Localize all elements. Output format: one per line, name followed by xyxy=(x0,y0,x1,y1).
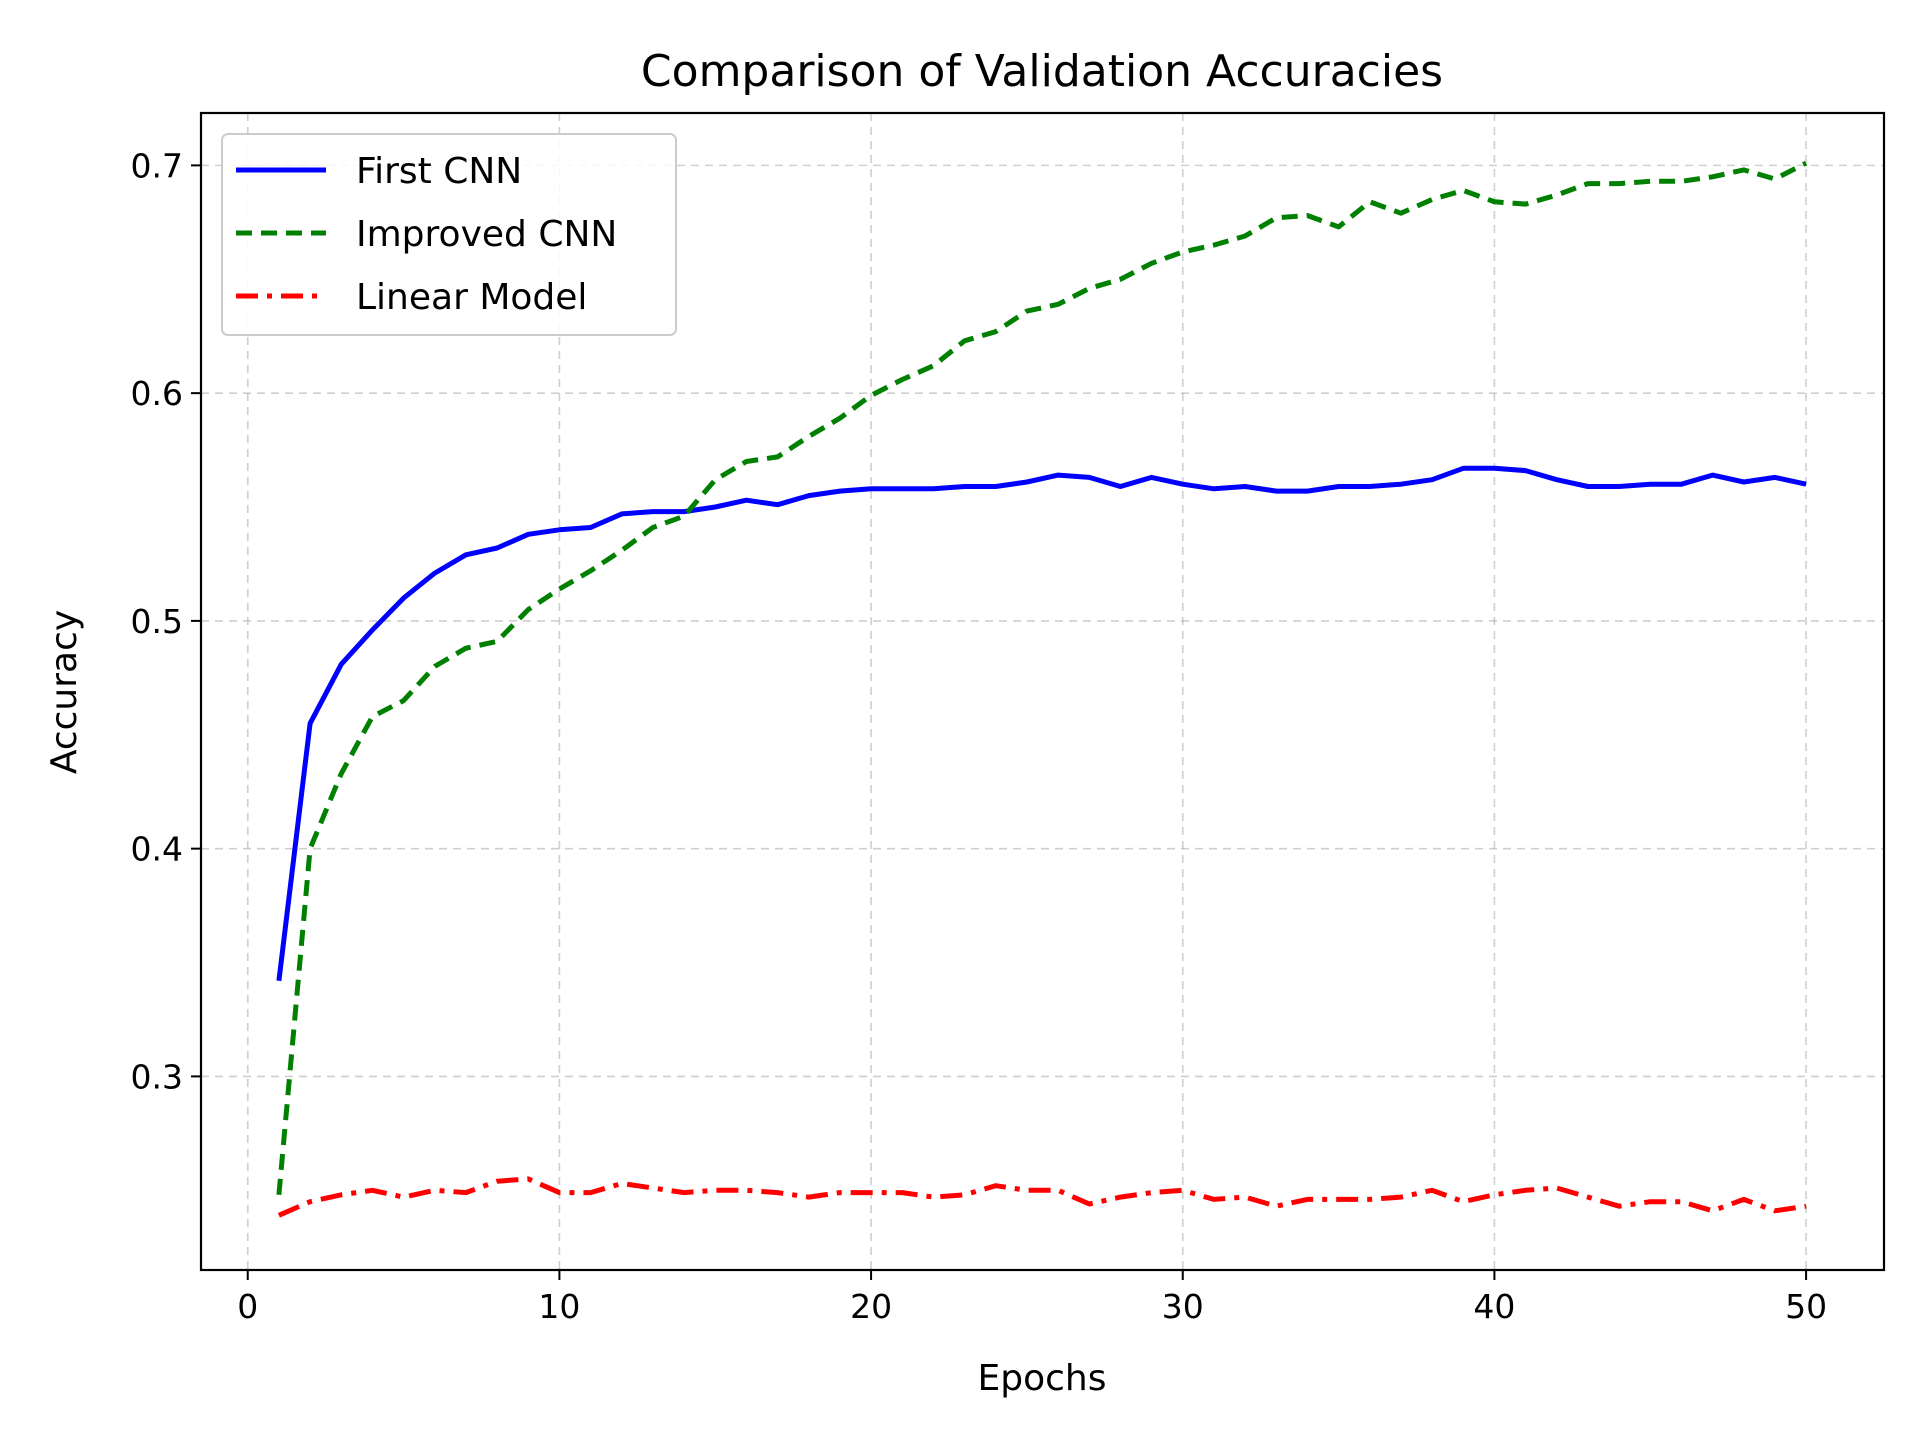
series-line-linear-model xyxy=(277,1176,1807,1218)
y-tick-label: 0.3 xyxy=(131,1057,183,1096)
legend-label-linear-model: Linear Model xyxy=(356,277,587,318)
y-tick-label: 0.6 xyxy=(131,374,183,413)
plot-frame xyxy=(199,111,1886,1272)
y-tick-label: 0.7 xyxy=(131,146,183,185)
legend-box xyxy=(221,133,677,336)
x-tick-label: 0 xyxy=(237,1287,258,1326)
y-axis-label: Accuracy xyxy=(44,610,85,774)
legend: First CNN Improved CNN Linear Model xyxy=(221,133,677,336)
grid xyxy=(201,113,1884,1270)
x-tick-label: 30 xyxy=(1162,1287,1204,1326)
y-tick-label: 0.5 xyxy=(131,602,183,641)
x-tick-label: 20 xyxy=(850,1287,892,1326)
x-tick-label: 50 xyxy=(1785,1287,1827,1326)
chart-title: Comparison of Validation Accuracies xyxy=(641,46,1443,97)
legend-label-first-cnn: First CNN xyxy=(356,151,522,192)
x-tick-label: 40 xyxy=(1473,1287,1515,1326)
y-tick-label: 0.4 xyxy=(131,830,183,869)
x-ticks: 0 10 20 30 40 50 xyxy=(237,1270,1827,1326)
x-tick-label: 10 xyxy=(538,1287,580,1326)
series-line-improved-cnn xyxy=(276,160,1808,1196)
legend-label-improved-cnn: Improved CNN xyxy=(356,214,617,255)
series-line-first-cnn xyxy=(276,465,1807,982)
series-layer xyxy=(276,160,1808,1218)
y-ticks: 0.3 0.4 0.5 0.6 0.7 xyxy=(131,146,201,1096)
x-axis-label: Epochs xyxy=(978,1358,1107,1399)
